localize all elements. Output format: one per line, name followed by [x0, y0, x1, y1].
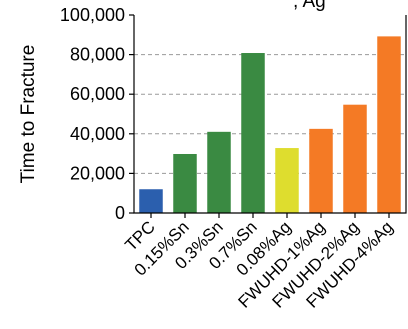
bar	[343, 104, 367, 213]
bar	[275, 148, 299, 213]
bar	[377, 36, 401, 213]
bar	[241, 53, 265, 214]
axis-frame	[133, 15, 407, 214]
y-tick-label: 20,000	[70, 163, 125, 183]
chart-title: , Ag	[293, 0, 326, 12]
bar	[173, 153, 197, 213]
y-tick-label: 80,000	[70, 45, 125, 65]
bars	[139, 36, 401, 214]
y-tick-label: 40,000	[70, 124, 125, 144]
y-tick-label: 0	[115, 203, 125, 223]
y-axis-ticks: 0 20,000 40,000 60,000 80,000 100,000	[60, 5, 134, 223]
plot-frame	[133, 15, 407, 214]
y-tick-label: 100,000	[60, 5, 125, 25]
x-axis-ticks: TPC0.15%Sn0.3%Sn0.7%Sn0.08%AgFWUHD-1%AgF…	[121, 213, 397, 312]
bar	[139, 189, 163, 213]
y-axis-label: Time to Fracture	[18, 45, 39, 184]
bar	[309, 128, 333, 213]
y-tick-label: 60,000	[70, 84, 125, 104]
bar	[207, 131, 231, 213]
